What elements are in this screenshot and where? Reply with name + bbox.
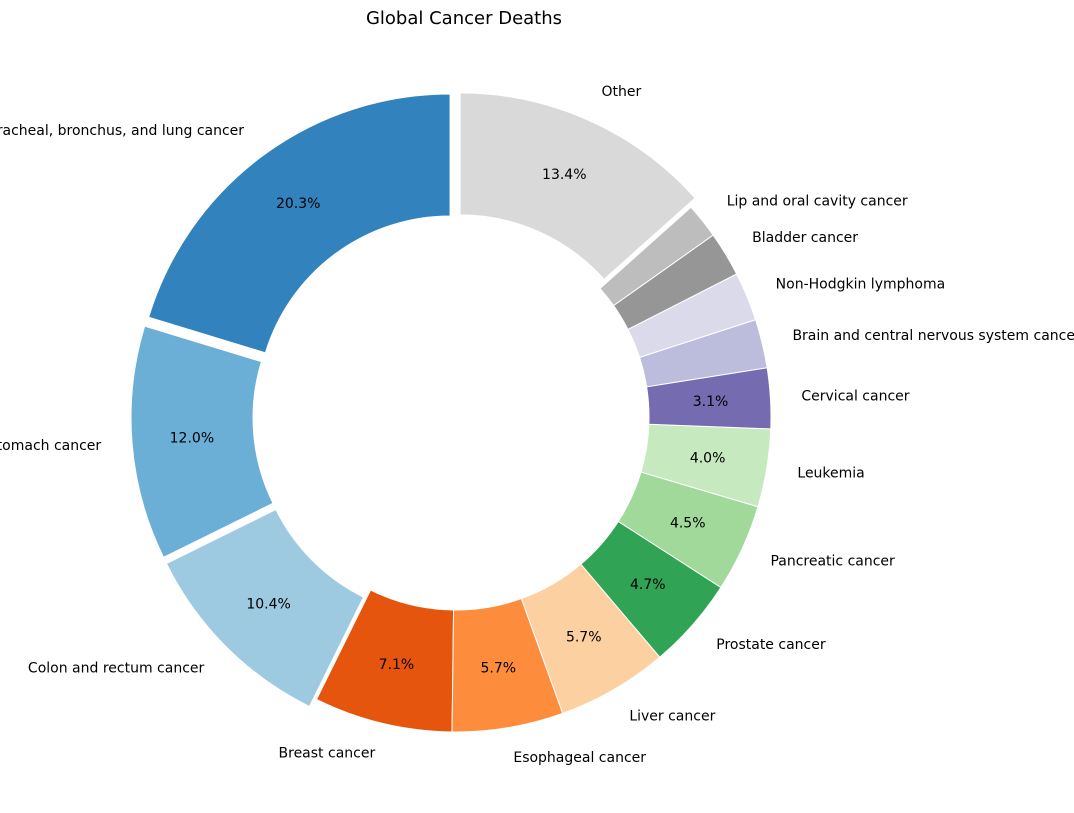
category-label-8: Leukemia xyxy=(797,465,864,481)
category-label-2: Colon and rectum cancer xyxy=(28,661,205,677)
category-label-0: Tracheal, bronchus, and lung cancer xyxy=(0,123,244,139)
pct-label-2: 10.4% xyxy=(246,596,290,612)
category-label-3: Breast cancer xyxy=(279,745,376,761)
pct-label-9: 3.1% xyxy=(693,394,729,410)
category-label-13: Lip and oral cavity cancer xyxy=(727,194,908,210)
category-label-6: Prostate cancer xyxy=(716,637,826,653)
slice-13 xyxy=(599,206,714,307)
labels-group: 20.3% Tracheal, bronchus, and lung cancer… xyxy=(0,84,1074,766)
pct-label-7: 4.5% xyxy=(670,515,706,531)
slice-0 xyxy=(148,93,451,354)
slice-14 xyxy=(459,92,696,281)
category-label-4: Esophageal cancer xyxy=(513,750,646,766)
category-label-7: Pancreatic cancer xyxy=(770,553,895,569)
pct-label-4: 5.7% xyxy=(480,660,516,676)
category-label-14: Other xyxy=(601,84,641,100)
slice-2 xyxy=(165,508,365,708)
pct-label-1: 12.0% xyxy=(170,431,214,447)
category-label-5: Liver cancer xyxy=(629,708,715,724)
category-label-1: Stomach cancer xyxy=(0,438,101,454)
pct-label-8: 4.0% xyxy=(690,450,726,466)
category-label-12: Bladder cancer xyxy=(752,230,858,246)
category-label-10: Brain and central nervous system cancer xyxy=(792,328,1074,344)
pct-label-5: 5.7% xyxy=(566,630,602,646)
category-label-11: Non-Hodgkin lymphoma xyxy=(776,277,946,293)
chart-title: Global Cancer Deaths xyxy=(366,8,562,29)
pct-label-3: 7.1% xyxy=(379,657,415,673)
pct-label-14: 13.4% xyxy=(542,167,586,183)
pct-label-6: 4.7% xyxy=(630,577,666,593)
pct-label-0: 20.3% xyxy=(276,196,320,212)
category-label-9: Cervical cancer xyxy=(801,388,909,404)
slice-1 xyxy=(130,325,274,558)
slices-group xyxy=(130,92,772,733)
